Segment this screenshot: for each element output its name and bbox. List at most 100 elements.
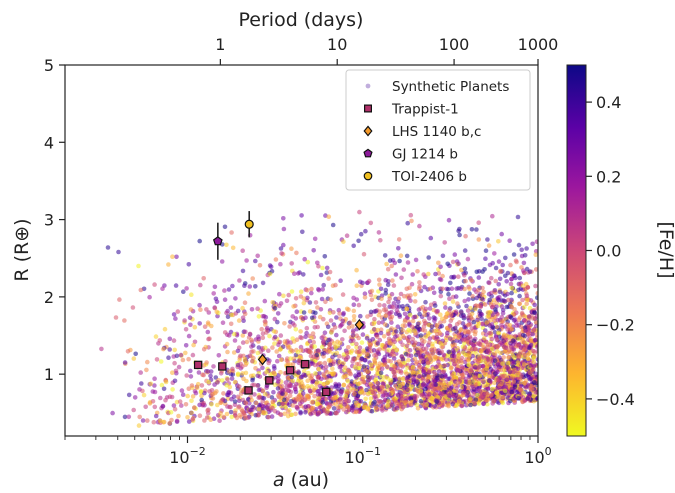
synthetic-planet-point bbox=[451, 374, 457, 380]
synthetic-planet-point bbox=[148, 381, 153, 387]
synthetic-planet-point bbox=[493, 278, 499, 284]
synthetic-planet-point bbox=[462, 345, 468, 351]
synthetic-planet-point bbox=[217, 418, 222, 424]
synthetic-planet-point bbox=[483, 256, 488, 262]
synthetic-planet-point bbox=[426, 255, 432, 260]
synthetic-planet-point bbox=[315, 392, 321, 397]
synthetic-planet-point bbox=[494, 324, 500, 330]
synthetic-planet-point bbox=[270, 399, 276, 405]
synthetic-planet-point bbox=[399, 370, 404, 375]
synthetic-planet-point bbox=[534, 344, 538, 350]
synthetic-planet-point bbox=[462, 298, 468, 304]
synthetic-planet-point bbox=[339, 389, 344, 395]
synthetic-planet-point bbox=[406, 358, 411, 363]
synthetic-planet-point bbox=[158, 395, 163, 401]
synthetic-planet-point bbox=[216, 353, 222, 358]
synthetic-planet-point bbox=[440, 253, 446, 259]
synthetic-planet-point bbox=[368, 309, 374, 315]
synthetic-planet-point bbox=[430, 395, 435, 401]
synthetic-planet-point bbox=[389, 291, 395, 297]
synthetic-planet-point bbox=[477, 308, 483, 314]
synthetic-planet-point bbox=[454, 386, 459, 391]
synthetic-planet-point bbox=[468, 315, 474, 321]
synthetic-planet-point bbox=[278, 370, 283, 375]
synthetic-planet-point bbox=[439, 316, 445, 322]
synthetic-planet-point bbox=[214, 299, 220, 305]
synthetic-planet-point bbox=[322, 253, 328, 259]
synthetic-planet-point bbox=[343, 394, 349, 399]
synthetic-planet-point bbox=[240, 340, 246, 345]
synthetic-planet-point bbox=[185, 415, 190, 420]
synthetic-planet-point bbox=[361, 379, 367, 385]
synthetic-planet-point bbox=[183, 402, 189, 407]
synthetic-planet-point bbox=[228, 321, 234, 327]
synthetic-planet-point bbox=[183, 350, 188, 356]
synthetic-planet-point bbox=[495, 344, 500, 350]
synthetic-planet-point bbox=[480, 354, 485, 359]
synthetic-planet-point bbox=[387, 340, 392, 346]
synthetic-planet-point bbox=[485, 349, 491, 354]
synthetic-planet-point bbox=[147, 294, 152, 300]
synthetic-planet-point bbox=[457, 320, 462, 325]
synthetic-planet-point bbox=[240, 315, 246, 321]
synthetic-planet-point bbox=[515, 214, 521, 220]
synthetic-planet-point bbox=[369, 408, 375, 414]
synthetic-planet-point bbox=[326, 337, 331, 343]
synthetic-planet-point bbox=[517, 275, 523, 281]
synthetic-planet-point bbox=[430, 387, 436, 392]
synthetic-planet-point bbox=[292, 323, 297, 328]
synthetic-planet-point bbox=[477, 388, 483, 394]
synthetic-planet-point bbox=[232, 338, 238, 343]
synthetic-planet-point bbox=[354, 297, 360, 302]
synthetic-planet-point bbox=[471, 338, 477, 344]
synthetic-planet-point bbox=[278, 357, 284, 363]
synthetic-planet-point bbox=[485, 357, 491, 363]
trappist-1-marker bbox=[193, 360, 203, 370]
synthetic-planet-point bbox=[417, 374, 422, 379]
synthetic-planet-point bbox=[232, 331, 237, 337]
synthetic-planet-point bbox=[260, 335, 266, 341]
synthetic-planet-point bbox=[192, 324, 198, 330]
synthetic-planet-point bbox=[412, 356, 418, 362]
synthetic-planet-point bbox=[480, 292, 485, 298]
synthetic-planet-point bbox=[232, 410, 238, 416]
synthetic-planet-point bbox=[287, 393, 293, 399]
synthetic-planet-point bbox=[503, 255, 508, 261]
synthetic-planet-point bbox=[276, 342, 281, 348]
synthetic-planet-point bbox=[316, 264, 321, 269]
synthetic-planet-point bbox=[331, 310, 336, 315]
synthetic-planet-point bbox=[382, 303, 387, 308]
legend: Synthetic Planets Trappist-1 LHS 1140 b,c G… bbox=[345, 69, 531, 191]
synthetic-planet-point bbox=[459, 403, 465, 409]
synthetic-planet-point bbox=[505, 360, 511, 366]
synthetic-planet-point bbox=[474, 269, 480, 275]
synthetic-planet-point bbox=[502, 388, 508, 394]
synthetic-planet-point bbox=[189, 383, 195, 388]
synthetic-planet-point bbox=[439, 374, 445, 379]
synthetic-planet-point bbox=[371, 392, 377, 397]
synthetic-planet-point bbox=[494, 337, 500, 342]
synthetic-planet-point bbox=[468, 402, 473, 408]
synthetic-planet-point bbox=[446, 403, 451, 409]
synthetic-planet-point bbox=[321, 334, 326, 339]
synthetic-planet-point bbox=[174, 419, 180, 425]
synthetic-planet-point bbox=[463, 233, 468, 239]
synthetic-planet-point bbox=[346, 345, 351, 350]
synthetic-planet-point bbox=[393, 272, 399, 277]
synthetic-planet-point bbox=[390, 278, 395, 283]
synthetic-planet-point bbox=[293, 296, 299, 301]
synthetic-planet-point bbox=[448, 280, 453, 286]
synthetic-planet-point bbox=[220, 378, 225, 383]
synthetic-planet-point bbox=[426, 271, 431, 277]
synthetic-planet-point bbox=[321, 350, 327, 356]
synthetic-planet-point bbox=[521, 339, 526, 345]
synthetic-planet-point bbox=[302, 397, 308, 402]
synthetic-planet-point bbox=[193, 390, 199, 396]
synthetic-planet-point bbox=[169, 417, 174, 423]
synthetic-planet-point bbox=[256, 345, 262, 350]
synthetic-planet-point bbox=[513, 333, 518, 339]
synthetic-planet-point bbox=[500, 361, 505, 366]
synthetic-planet-point bbox=[416, 307, 422, 312]
synthetic-planet-point bbox=[493, 307, 498, 312]
synthetic-planet-point bbox=[303, 334, 308, 340]
